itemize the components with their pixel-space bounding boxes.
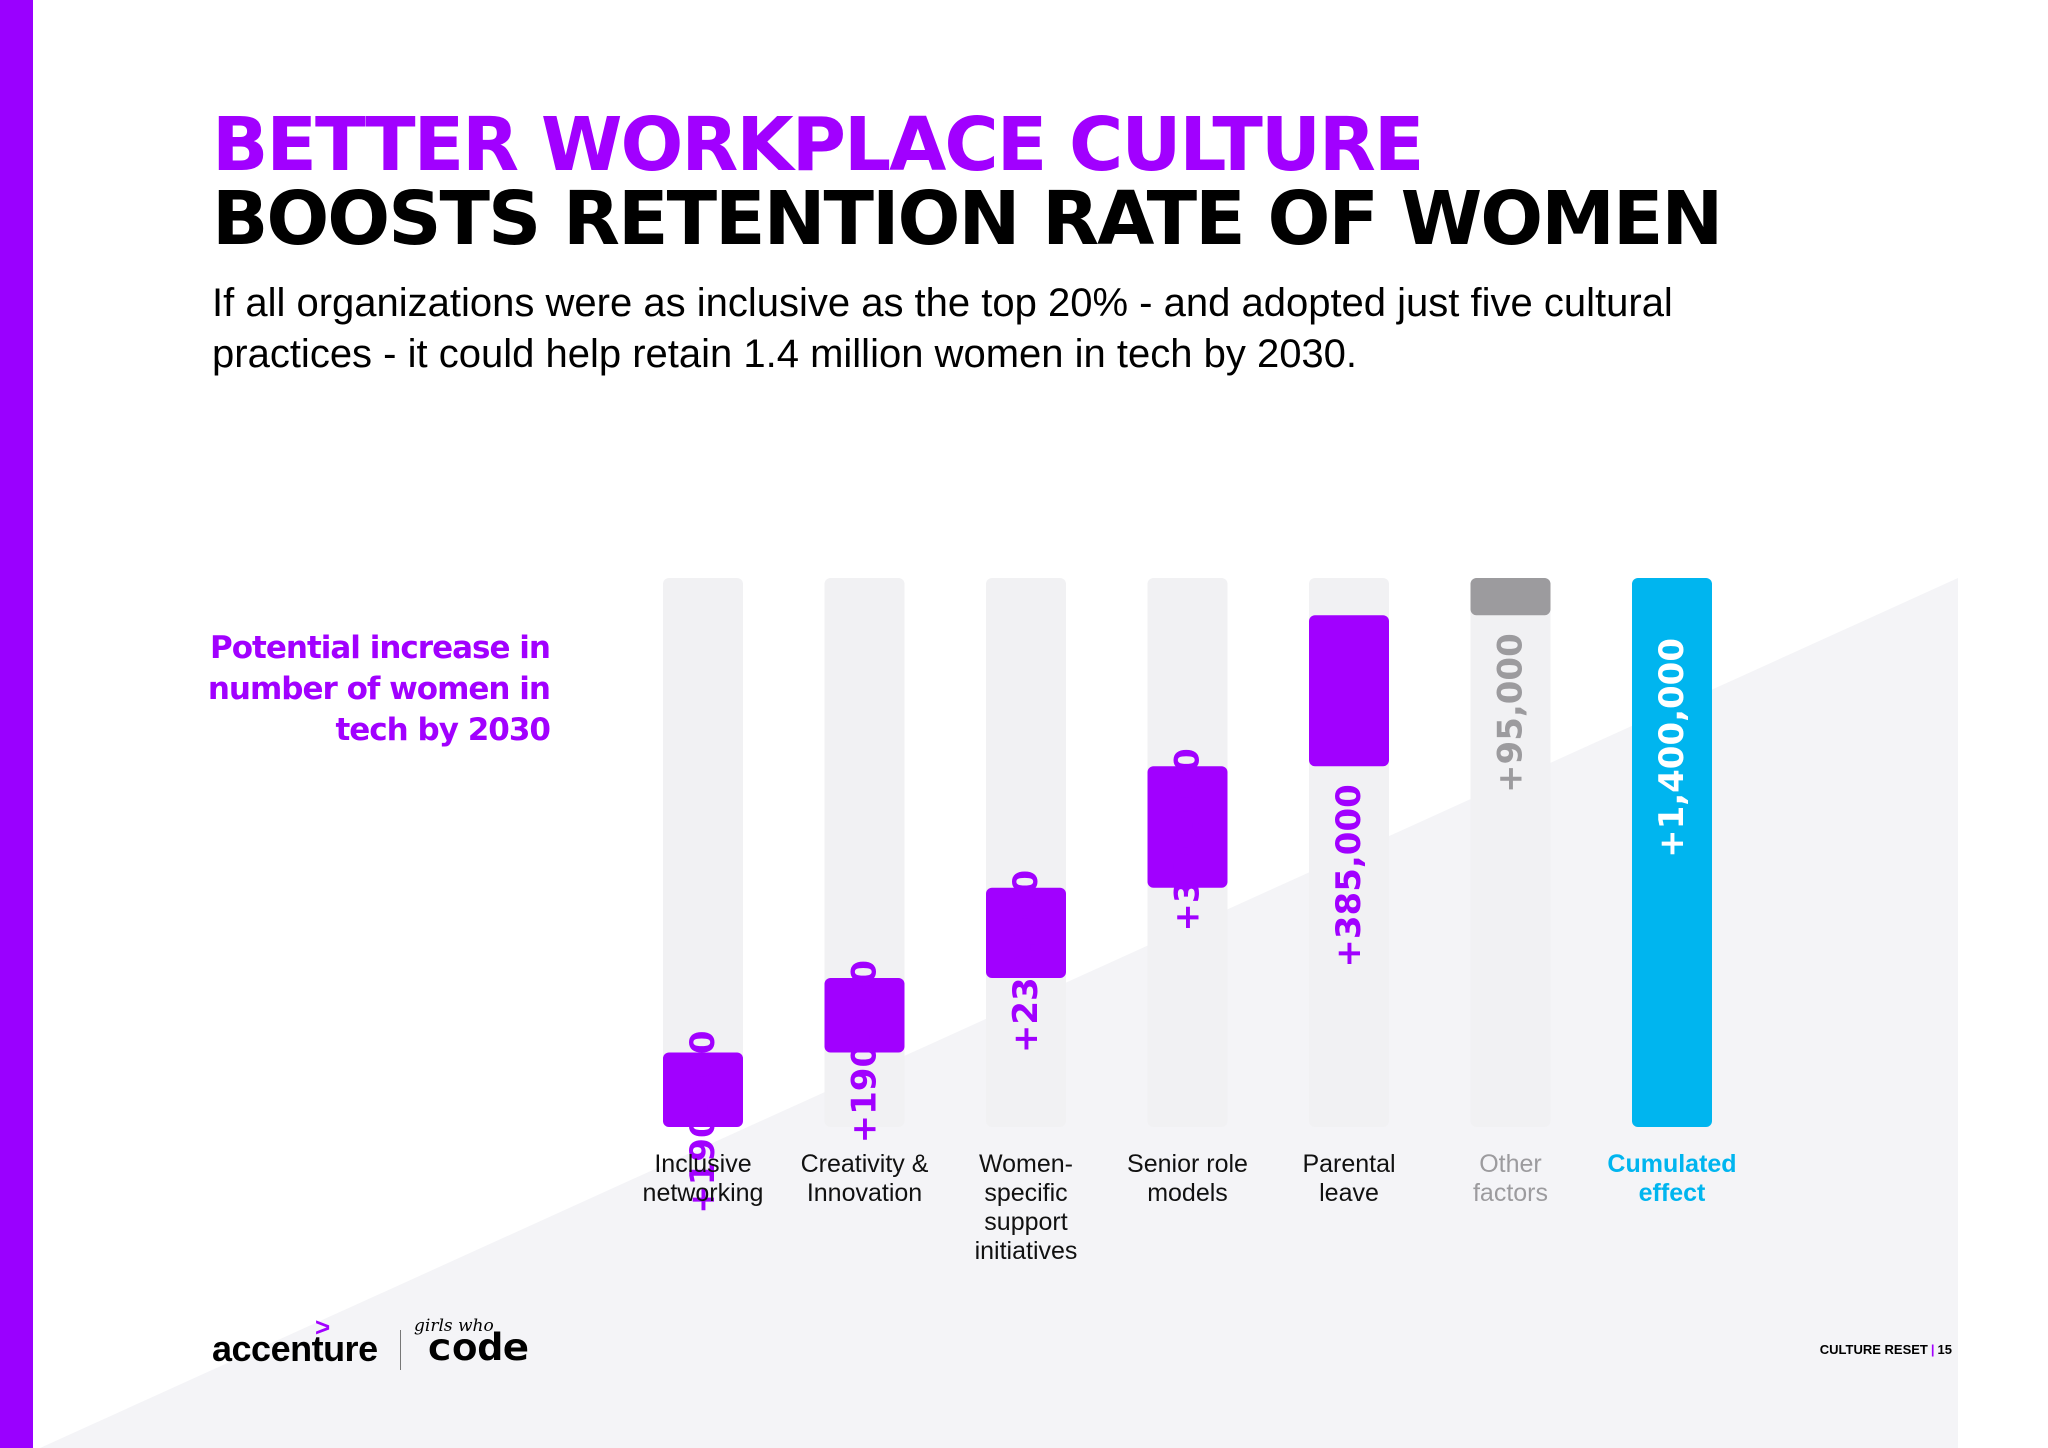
value-label-cumulated-effect: +1,400,000 bbox=[1652, 638, 1692, 858]
category-label-inclusive-networking: Inclusive networking bbox=[613, 1150, 793, 1208]
value-label-senior-role-models: +310,000 bbox=[1168, 748, 1208, 931]
value-label-parental-leave: +385,000 bbox=[1329, 784, 1369, 967]
value-label-creativity-innovation: +190,000 bbox=[845, 960, 885, 1143]
value-label-other-factors: +95,000 bbox=[1491, 633, 1531, 793]
category-label-line: effect bbox=[1638, 1179, 1706, 1207]
bar-other-factors bbox=[1470, 578, 1551, 616]
category-label-senior-role-models: Senior role models bbox=[1098, 1150, 1278, 1208]
category-label-women-specific-support-initiatives: Women-specific support initiatives bbox=[936, 1150, 1116, 1266]
bar-track-other-factors bbox=[1470, 578, 1551, 1127]
page-footer: CULTURE RESET | 15 bbox=[1820, 1342, 1952, 1357]
category-label-line: specific bbox=[984, 1179, 1068, 1207]
category-label-creativity-innovation: Creativity & Innovation bbox=[775, 1150, 955, 1208]
section-name: CULTURE RESET bbox=[1819, 1342, 1928, 1357]
girls-who-code-logo-small: girls who bbox=[414, 1316, 494, 1336]
category-label-line: Women- bbox=[978, 1150, 1073, 1178]
subtitle: If all organizations were as inclusive a… bbox=[212, 281, 1673, 376]
bar-track-women-specific-support-initiatives bbox=[986, 578, 1066, 1127]
category-label-line: Parental bbox=[1302, 1150, 1396, 1178]
category-label-line: support bbox=[984, 1208, 1068, 1236]
category-label-line: factors bbox=[1472, 1179, 1549, 1207]
accenture-caret-icon: > bbox=[315, 1312, 331, 1342]
category-label-line: networking bbox=[642, 1179, 764, 1207]
y-axis-label: Potential increase in number of women in… bbox=[207, 630, 551, 748]
logo-divider bbox=[400, 1330, 401, 1370]
category-label-line: Cumulated bbox=[1607, 1150, 1737, 1178]
category-label-line: Innovation bbox=[806, 1179, 923, 1207]
bar-senior-role-models bbox=[1147, 766, 1228, 888]
title-line-1: BETTER WORKPLACE CULTURE bbox=[212, 102, 1424, 188]
category-label-cumulated-effect: Cumulated effect bbox=[1582, 1150, 1762, 1208]
category-label-other-factors: Other factors bbox=[1421, 1150, 1601, 1208]
category-label-line: Other bbox=[1479, 1150, 1542, 1178]
page-number: 15 bbox=[1937, 1342, 1952, 1357]
bar-track-inclusive-networking bbox=[663, 578, 743, 1127]
bar-women-specific-support-initiatives bbox=[986, 887, 1066, 978]
value-label-women-specific-support-initiatives: +230,000 bbox=[1006, 870, 1046, 1053]
value-label-inclusive-networking: +190,000 bbox=[683, 1030, 723, 1213]
category-label-line: Senior role bbox=[1127, 1150, 1248, 1178]
bar-inclusive-networking bbox=[663, 1052, 743, 1127]
title-line-2: BOOSTS RETENTION RATE OF WOMEN bbox=[212, 176, 1723, 262]
bar-parental-leave bbox=[1309, 615, 1389, 767]
girls-who-code-logo: code bbox=[426, 1325, 529, 1370]
accent-stripe bbox=[0, 0, 33, 1448]
page-separator: | bbox=[1930, 1342, 1935, 1357]
bar-creativity-innovation bbox=[824, 977, 905, 1053]
category-label-parental-leave: Parental leave bbox=[1259, 1150, 1439, 1208]
category-label-line: Creativity & bbox=[800, 1150, 929, 1178]
category-label-line: Inclusive bbox=[654, 1150, 752, 1178]
category-label-line: leave bbox=[1319, 1179, 1379, 1207]
category-label-line: initiatives bbox=[974, 1237, 1078, 1265]
category-label-line: models bbox=[1147, 1179, 1228, 1207]
accenture-logo: accenture bbox=[212, 1328, 378, 1369]
bar-cumulated-effect bbox=[1632, 578, 1712, 1127]
